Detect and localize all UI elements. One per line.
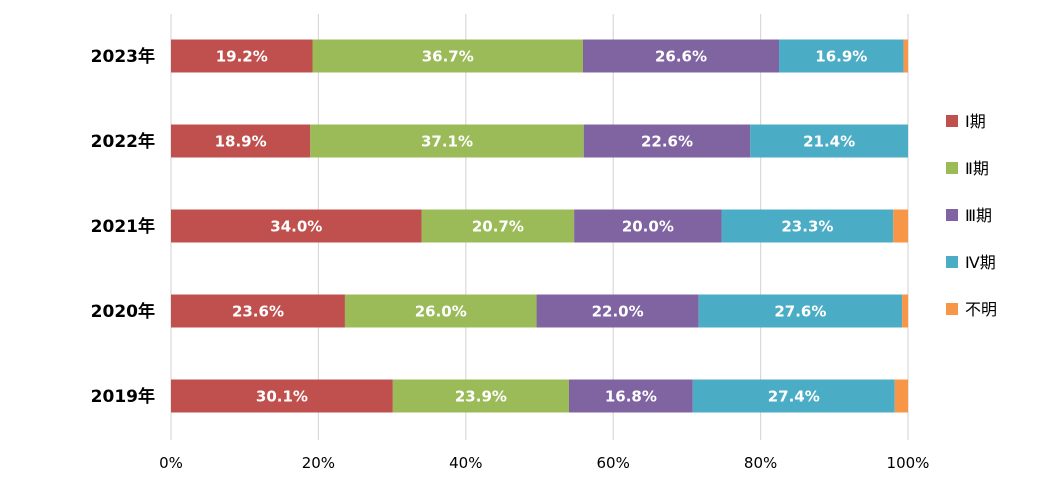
legend-swatch (946, 256, 958, 268)
x-tick-label: 100% (887, 454, 930, 472)
bar-segment (171, 209, 422, 243)
data-label: 22.0% (592, 303, 644, 321)
data-label: 34.0% (270, 218, 322, 236)
bar-segment (721, 209, 894, 243)
legend-label: 不明 (965, 300, 997, 319)
category-label: 2022年 (91, 131, 155, 152)
bar-segment (582, 39, 780, 73)
bar-segment (894, 379, 908, 413)
data-label: 30.1% (256, 388, 308, 406)
x-tick-label: 0% (159, 454, 183, 472)
legend-label: Ⅲ期 (965, 206, 992, 225)
bar-segment (344, 294, 537, 328)
bar-segment (893, 209, 908, 243)
data-label: 36.7% (422, 48, 474, 66)
data-label: 26.0% (415, 303, 467, 321)
bar-segment (421, 209, 575, 243)
bar-segment (392, 379, 569, 413)
data-label: 26.6% (655, 48, 707, 66)
bar-segment (171, 124, 311, 158)
category-label: 2023年 (91, 46, 155, 67)
data-label: 18.9% (215, 133, 267, 151)
x-tick-label: 20% (302, 454, 335, 472)
bar-segment (902, 294, 908, 328)
bar-segment (536, 294, 699, 328)
category-label: 2019年 (91, 386, 155, 407)
data-label: 22.6% (641, 133, 693, 151)
data-label: 21.4% (803, 133, 855, 151)
bar-segment (583, 124, 751, 158)
bar-segment (568, 379, 693, 413)
x-tick-label: 60% (597, 454, 630, 472)
data-label: 27.4% (768, 388, 820, 406)
legend-label: Ⅳ期 (965, 253, 996, 272)
legend-swatch (946, 115, 958, 127)
x-tick-label: 80% (744, 454, 777, 472)
bars (171, 39, 908, 413)
bar-segment (903, 39, 908, 73)
legend-swatch (946, 303, 958, 315)
bar-segment (750, 124, 908, 158)
data-label: 23.9% (455, 388, 507, 406)
category-label: 2021年 (91, 216, 155, 237)
bar-segment (574, 209, 722, 243)
bar-segment (171, 39, 313, 73)
legend-label: Ⅰ期 (965, 112, 986, 131)
data-label: 37.1% (421, 133, 473, 151)
y-axis-category-labels: 2023年 2022年 2021年 2020年 2019年 (91, 46, 155, 407)
category-label: 2020年 (91, 301, 155, 322)
bar-segment (312, 39, 583, 73)
bar-segment (171, 379, 393, 413)
data-labels: 19.2% 36.7% 26.6% 16.9% 18.9% 37.1% 22.6% 21.4%… (215, 48, 868, 406)
data-label: 27.6% (774, 303, 826, 321)
x-tick-label: 40% (449, 454, 482, 472)
data-label: 20.0% (622, 218, 674, 236)
bar-segment (692, 379, 895, 413)
bar-segment (698, 294, 903, 328)
data-label: 23.6% (232, 303, 284, 321)
data-label: 20.7% (472, 218, 524, 236)
legend-label: Ⅱ期 (965, 159, 989, 178)
x-axis-tick-labels: 0% 20% 40% 60% 80% 100% (159, 454, 929, 472)
legend-swatch (946, 209, 958, 221)
bar-segment (310, 124, 584, 158)
data-label: 23.3% (781, 218, 833, 236)
bar-segment (779, 39, 904, 73)
legend-swatch (946, 162, 958, 174)
data-label: 16.9% (815, 48, 867, 66)
bar-segment (171, 294, 345, 328)
data-label: 19.2% (216, 48, 268, 66)
data-label: 16.8% (605, 388, 657, 406)
